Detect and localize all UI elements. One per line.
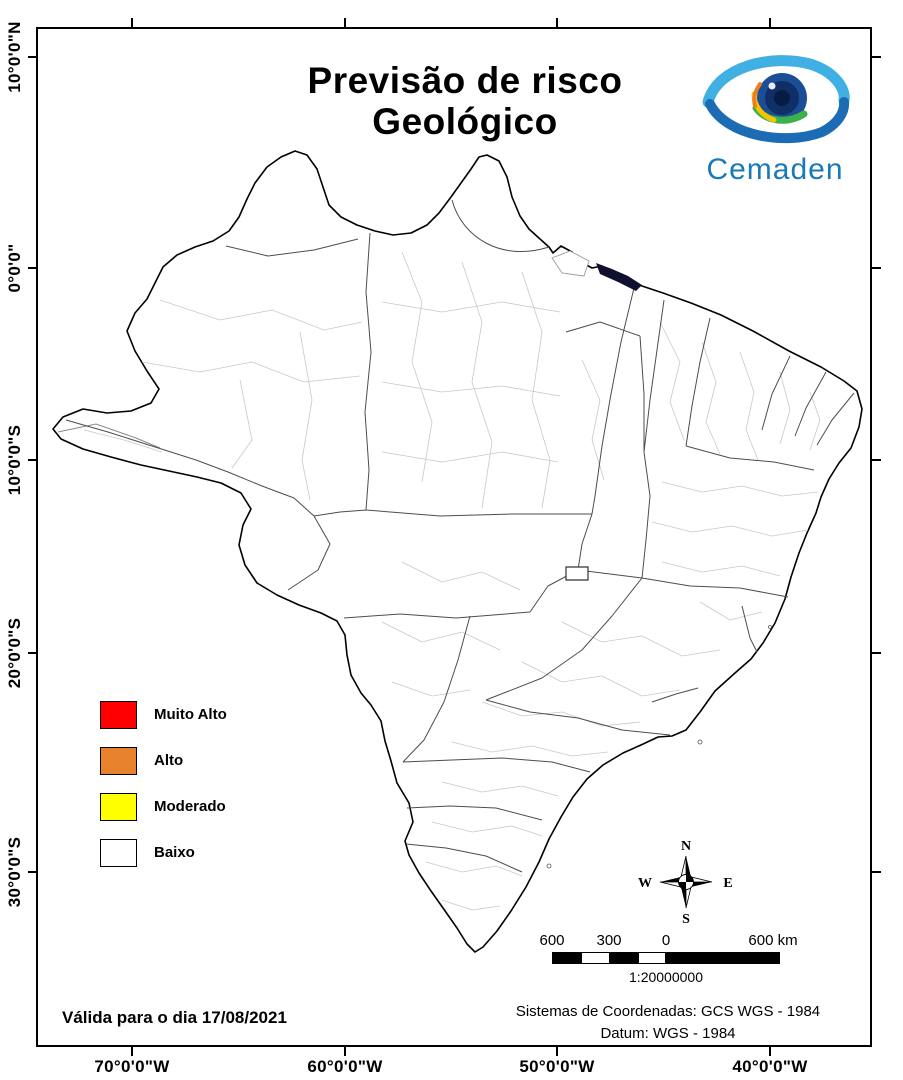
grid-tick	[872, 267, 881, 269]
legend-label: Baixo	[154, 844, 195, 861]
compass-n-label: N	[681, 839, 691, 854]
legend-item-moderado: Moderado	[100, 792, 227, 821]
grid-tick	[344, 18, 346, 27]
risk-legend: Muito Alto Alto Moderado Baixo	[100, 700, 227, 867]
legend-swatch-baixo	[100, 838, 137, 867]
legend-label: Muito Alto	[154, 706, 227, 723]
lon-label-50w: 50°0'0"W	[519, 1057, 595, 1076]
lat-label-30s: 30°0'0"S	[5, 836, 24, 908]
grid-tick	[28, 56, 37, 58]
cemaden-eye-icon	[702, 55, 850, 144]
grid-tick	[872, 871, 881, 873]
lat-label-0: 0°0'0"	[5, 243, 24, 293]
title-line-2: Geológico	[372, 101, 558, 143]
grid-tick	[872, 459, 881, 461]
lat-label-10n: 10°0'0"N	[5, 21, 24, 93]
coordinate-system-line-1: Sistemas de Coordenadas: GCS WGS - 1984	[515, 1003, 821, 1020]
island-dot	[697, 739, 703, 745]
scale-bar: 600 300 0 600 km 1:20000000	[539, 932, 797, 985]
legend-swatch-alto	[100, 746, 137, 775]
amazon-mouth-dark-patch	[596, 263, 642, 291]
scale-segment	[666, 953, 780, 963]
scale-label-300: 300	[596, 932, 622, 949]
grid-tick	[131, 1047, 133, 1056]
lat-label-20s: 20°0'0"S	[5, 617, 24, 689]
grid-tick	[556, 1047, 558, 1056]
scale-label-600-left: 600	[539, 932, 565, 949]
legend-item-alto: Alto	[100, 746, 227, 775]
island-dot	[546, 863, 552, 869]
grid-tick	[556, 18, 558, 27]
compass-e-label: E	[723, 876, 732, 891]
brazil-outline	[52, 150, 863, 953]
lat-label-10s: 10°0'0"S	[5, 424, 24, 496]
island-dot	[768, 625, 772, 629]
scale-bar-segments	[552, 952, 780, 964]
validity-date: Válida para o dia 17/08/2021	[62, 1008, 287, 1027]
grid-tick	[872, 56, 881, 58]
grid-tick	[344, 1047, 346, 1056]
grid-tick	[28, 871, 37, 873]
page-title: Previsão de risco Geológico	[210, 60, 720, 143]
legend-item-muito-alto: Muito Alto	[100, 700, 227, 729]
acre-gray-line	[57, 423, 161, 449]
lon-label-40w: 40°0'0"W	[732, 1057, 808, 1076]
scale-segment	[637, 953, 667, 963]
legend-swatch-moderado	[100, 792, 137, 821]
grid-tick	[28, 652, 37, 654]
coordinate-system-line-2: Datum: WGS - 1984	[600, 1024, 736, 1042]
compass-s-label: S	[682, 912, 690, 927]
cemaden-wordmark: Cemaden	[706, 153, 844, 186]
lon-label-70w: 70°0'0"W	[94, 1057, 170, 1076]
grid-tick	[131, 18, 133, 27]
legend-swatch-muito-alto	[100, 700, 137, 729]
scale-segment	[609, 953, 638, 963]
compass-rose-icon: N S W E	[638, 839, 733, 927]
lon-label-60w: 60°0'0"W	[307, 1057, 383, 1076]
scale-label-600-km: 600 km	[748, 932, 798, 949]
compass-w-label: W	[638, 876, 652, 891]
legend-label: Moderado	[154, 798, 226, 815]
coordinate-system-note: Sistemas de Coordenadas: GCS WGS - 1984 …	[470, 1001, 866, 1045]
title-line-1: Previsão de risco	[307, 60, 623, 101]
cemaden-logo: Cemaden	[686, 50, 864, 187]
scale-bar-labels: 600 300 0 600 km	[539, 932, 797, 950]
grid-tick	[769, 1047, 771, 1056]
grid-tick	[28, 267, 37, 269]
grid-tick	[872, 652, 881, 654]
legend-label: Alto	[154, 752, 184, 769]
scale-segment	[581, 953, 610, 963]
grid-tick	[28, 459, 37, 461]
legend-item-baixo: Baixo	[100, 838, 227, 867]
municipality-boundaries	[83, 251, 821, 911]
scale-ratio: 1:20000000	[629, 969, 703, 985]
scale-segment	[553, 953, 582, 963]
map-frame	[36, 27, 872, 1047]
scale-label-0: 0	[661, 932, 671, 949]
distrito-federal-shape	[565, 566, 589, 581]
state-boundaries	[65, 199, 855, 873]
marajo-island	[551, 250, 590, 277]
grid-tick	[769, 18, 771, 27]
